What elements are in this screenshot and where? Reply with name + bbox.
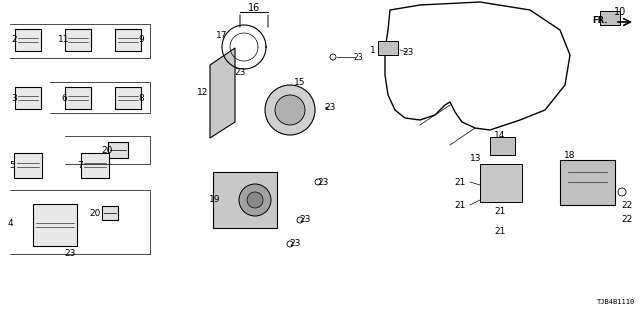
Text: 22: 22 [621,215,632,225]
Text: 21: 21 [454,201,466,210]
FancyBboxPatch shape [600,11,620,25]
FancyBboxPatch shape [14,153,42,178]
Text: 1: 1 [370,45,376,54]
Text: 23: 23 [289,239,301,249]
Circle shape [247,192,263,208]
Text: 14: 14 [494,131,506,140]
Text: 10: 10 [614,7,626,17]
Text: TJB4B1110: TJB4B1110 [596,299,635,305]
FancyBboxPatch shape [378,41,398,55]
FancyBboxPatch shape [33,204,77,246]
Text: 3: 3 [11,93,17,102]
Circle shape [297,217,303,223]
Text: 7: 7 [77,161,83,170]
FancyBboxPatch shape [15,29,41,51]
Text: 15: 15 [294,77,306,86]
Text: 23: 23 [324,102,336,111]
Text: 19: 19 [209,196,221,204]
Circle shape [330,54,336,60]
FancyBboxPatch shape [108,142,128,158]
Text: 21: 21 [454,178,466,187]
Text: 23: 23 [234,68,246,76]
Text: 11: 11 [58,35,70,44]
FancyBboxPatch shape [81,153,109,178]
Text: 23: 23 [403,47,413,57]
Circle shape [618,188,626,196]
Text: 20: 20 [90,209,100,218]
FancyBboxPatch shape [115,29,141,51]
FancyBboxPatch shape [115,87,141,109]
FancyBboxPatch shape [65,29,91,51]
Text: 5: 5 [9,161,15,170]
FancyBboxPatch shape [213,172,277,228]
Text: 4: 4 [7,220,13,228]
FancyBboxPatch shape [65,87,91,109]
Text: 21: 21 [494,228,506,236]
Text: 13: 13 [470,154,482,163]
Text: 6: 6 [61,93,67,102]
Ellipse shape [265,85,315,135]
Circle shape [315,179,321,185]
Text: 9: 9 [138,35,144,44]
FancyBboxPatch shape [15,87,41,109]
Circle shape [287,241,293,247]
Text: 21: 21 [494,207,506,217]
Text: 22: 22 [621,201,632,210]
FancyBboxPatch shape [480,164,522,202]
Text: 17: 17 [216,30,228,39]
Polygon shape [210,48,235,138]
Text: 16: 16 [248,3,260,13]
FancyBboxPatch shape [490,137,515,155]
FancyBboxPatch shape [560,160,615,205]
Text: 23: 23 [64,249,76,258]
Polygon shape [385,2,570,130]
Text: 23: 23 [353,52,363,61]
Text: 2: 2 [11,35,17,44]
Text: 8: 8 [138,93,144,102]
Text: 12: 12 [197,87,209,97]
Text: 20: 20 [101,146,113,155]
Text: FR.: FR. [593,15,608,25]
Text: 18: 18 [564,150,576,159]
Circle shape [239,184,271,216]
Text: 23: 23 [317,178,329,187]
Text: 23: 23 [300,215,310,225]
Ellipse shape [275,95,305,125]
FancyBboxPatch shape [102,206,118,220]
